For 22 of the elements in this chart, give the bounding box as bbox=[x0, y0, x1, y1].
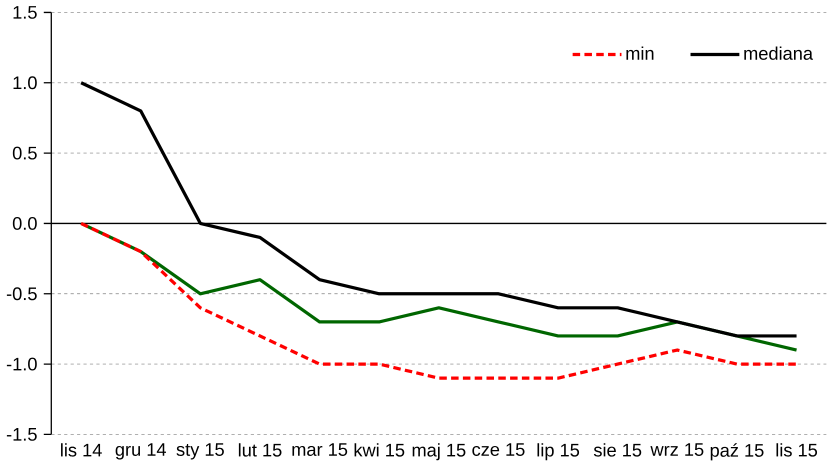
x-tick-label: sty 15 bbox=[176, 443, 224, 460]
x-tick-label: lut 15 bbox=[238, 443, 282, 457]
x-tick-label: gru 14 bbox=[116, 443, 166, 460]
x-tick-label: lip 15 bbox=[538, 443, 580, 460]
x-tick-label: maj 15 bbox=[412, 443, 466, 460]
x-tick-label: kwi 15 bbox=[354, 443, 404, 457]
legend-label: min bbox=[626, 46, 654, 60]
y-tick-label: -0.5 bbox=[6, 288, 37, 300]
x-tick-label: lis 14 bbox=[61, 443, 102, 457]
x-tick-label: paź 15 bbox=[710, 443, 764, 461]
x-tick-label: cze 15 bbox=[472, 443, 525, 456]
y-tick-label: -1.0 bbox=[6, 358, 37, 371]
x-tick-label: lis 15 bbox=[776, 443, 818, 457]
legend-label: mediana bbox=[744, 46, 814, 60]
x-tick-label: sie 15 bbox=[594, 443, 642, 457]
y-tick-label: 0.5 bbox=[12, 146, 37, 160]
y-tick-label: 1.5 bbox=[14, 6, 37, 20]
y-tick-label: 1.0 bbox=[14, 76, 37, 90]
x-tick-label: mar 15 bbox=[292, 443, 348, 456]
y-tick-label: 0.0 bbox=[12, 217, 37, 230]
x-tick-label: wrz 15 bbox=[650, 443, 704, 456]
y-tick-label: -1.5 bbox=[6, 428, 37, 442]
